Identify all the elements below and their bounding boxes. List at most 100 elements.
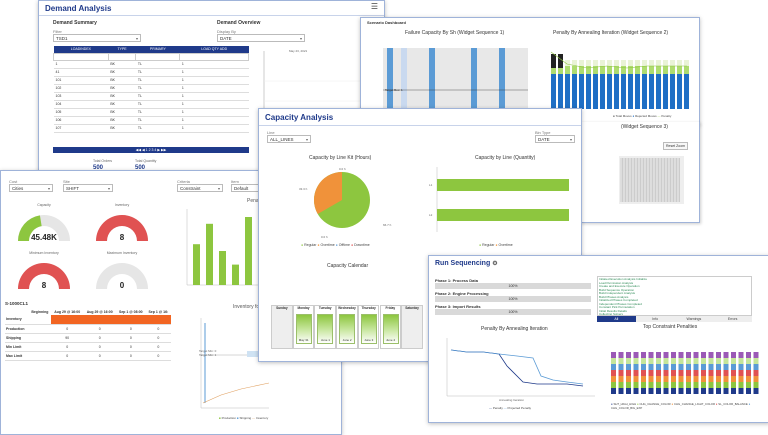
ops-bar-chart [186, 209, 259, 286]
reset-zoom-button[interactable]: Reset Zoom [663, 142, 689, 150]
run-title-text: Run Sequencing [435, 260, 491, 267]
tab-errors[interactable]: Errors [713, 316, 752, 322]
table-row[interactable]: 1 BK TL 1 [53, 60, 249, 69]
filter-cell[interactable] [135, 52, 181, 61]
table-cell [28, 342, 51, 352]
stacked-bar [693, 352, 699, 394]
col-header[interactable]: LOAD QTY ADD [201, 47, 228, 52]
pie-slice-overtime [314, 172, 342, 214]
stacked-bar [648, 352, 654, 394]
table-pager[interactable]: ◀◀ ◀ 1 2 3 4 ▶ ▶▶ [53, 147, 249, 153]
overview-filter-select[interactable]: DATE ▾ [217, 34, 305, 42]
target-min-label: Target Min: 0 [199, 349, 217, 353]
table-row[interactable]: 41 BK TL 1 [53, 68, 249, 77]
table-cell [28, 315, 51, 325]
line-select[interactable]: ALL_LINES ▾ [267, 135, 311, 143]
table-row[interactable]: 105 BK TL 1 [53, 108, 249, 117]
capacity-bar-chart [436, 167, 569, 232]
table-row: Min Limit 0 0 0 0 [5, 342, 171, 352]
table-cell: TL [135, 76, 180, 85]
table-header: Beginning Aug 29 @ 16:00 Aug 29 @ 16:00 Sep… [5, 309, 171, 315]
table-cell: TL [135, 124, 180, 133]
bin-type-select[interactable]: DATE ▾ [535, 135, 575, 143]
table-cell: 105 [53, 108, 109, 117]
gauge-label: Capacity [37, 203, 51, 207]
stacked-bar [663, 60, 668, 109]
calendar-day[interactable]: Saturday [401, 305, 423, 349]
calendar-day[interactable]: Friday June 4 [379, 305, 402, 349]
chevron-down-icon: ▾ [299, 36, 302, 41]
day-name: Saturday [405, 306, 419, 310]
stacked-bar [731, 352, 736, 394]
stacked-bar [642, 60, 647, 109]
table-cell: 1 [179, 60, 249, 69]
table-cell: BK [108, 84, 136, 93]
table-row[interactable]: 104 BK TL 1 [53, 100, 249, 109]
filter-select[interactable]: TSD1 ▾ [53, 34, 141, 42]
phase-progress-bar: 100% [435, 296, 591, 302]
stacked-bar [656, 352, 661, 394]
criteria-value: Constraint [180, 186, 201, 191]
constraint-legend: ● SHT_HIGH_HIGH ● CHG_CHANGE_COLOR ● CHG… [611, 402, 751, 410]
col-header[interactable]: TYPE [117, 47, 127, 52]
inventory-legend: ■ Production ■ Shipping — Inventory [219, 416, 269, 420]
criteria-label: Criteria [177, 179, 190, 184]
chart1-title: Failure Capacity By Sh (Widget Sequence … [405, 30, 505, 36]
calendar-day[interactable]: Thursday June 3 [357, 305, 380, 349]
filter-cell[interactable] [179, 52, 249, 61]
gauge-label: Inventory [114, 203, 130, 207]
menu-icon[interactable]: ☰ [370, 2, 378, 11]
filter-cell[interactable] [53, 52, 109, 61]
table-cell: 1 [179, 76, 249, 85]
legend-item: CHG_CHANGE_COLOR [639, 402, 671, 406]
table-cell: TL [135, 84, 180, 93]
criteria-select[interactable]: Constraint ▾ [177, 184, 223, 192]
calendar-day[interactable]: Tuesday June 1 [314, 305, 337, 349]
tab-info[interactable]: Info [635, 316, 675, 322]
stacked-bar [641, 352, 646, 394]
table-cell: BK [108, 60, 136, 69]
pie-legend-overtime: Overtime [320, 243, 335, 247]
calendar-day[interactable]: Sunday [271, 305, 293, 349]
inventory-table: Beginning Aug 29 @ 16:00 Aug 29 @ 16:00 Sep… [5, 309, 171, 361]
filter-cell[interactable] [107, 52, 137, 61]
legend-penalty: Penalty [661, 114, 672, 118]
table-cell: TL [135, 92, 180, 101]
pie-label-top: 0.0 h [339, 167, 346, 171]
title-divider [259, 125, 581, 126]
overview-filter-value: DATE [220, 36, 232, 41]
cost-select[interactable]: Cities ▾ [9, 184, 53, 192]
day-date: June 3 [364, 338, 374, 342]
calendar-day[interactable]: Monday May 31 [292, 305, 315, 349]
log-line: Create and Execute Operation [599, 284, 640, 288]
pie-legend-downtime: Downtime [354, 243, 370, 247]
site-value: SHIFT [66, 186, 79, 191]
table-row[interactable]: 107 BK TL 1 [53, 124, 249, 133]
table-cell: 1 [179, 84, 249, 93]
failure-capacity-chart [383, 48, 528, 112]
stacked-bar [663, 352, 669, 394]
demand-analysis-title: Demand Analysis [45, 4, 112, 13]
log-line: Build Sequence Operation [599, 287, 635, 292]
table-row[interactable]: 102 BK TL 1 [53, 84, 249, 93]
gauge-value: 45.48K [31, 233, 57, 242]
stacked-bar [753, 352, 759, 394]
day-name: Wednesday [338, 306, 356, 310]
tab-warnings[interactable]: Warnings [674, 316, 714, 322]
bar-legend: ● Regular ● Overtime [479, 243, 513, 247]
log-line: Initial Results Details [599, 308, 627, 313]
table-row[interactable]: 103 BK TL 1 [53, 92, 249, 101]
table-row[interactable]: 106 BK TL 1 [53, 116, 249, 125]
col-header[interactable]: LOADINDEX [70, 47, 92, 52]
log-line: Build Phases Analysis [599, 294, 629, 299]
col-header[interactable]: PRIMARY [149, 47, 166, 52]
table-row[interactable]: 101 BK TL 1 [53, 76, 249, 85]
tab-all[interactable]: All [597, 316, 636, 322]
table-cell: 0 [50, 324, 84, 334]
gauge: Inventory 8 [85, 203, 159, 248]
settings-icon[interactable]: ⚙ [492, 261, 498, 267]
chevron-down-icon: ▾ [135, 36, 138, 41]
site-select[interactable]: SHIFT ▾ [63, 184, 113, 192]
pie-label-bottom: 0.0 h [321, 235, 328, 239]
calendar-day[interactable]: Wednesday June 2 [336, 305, 358, 349]
